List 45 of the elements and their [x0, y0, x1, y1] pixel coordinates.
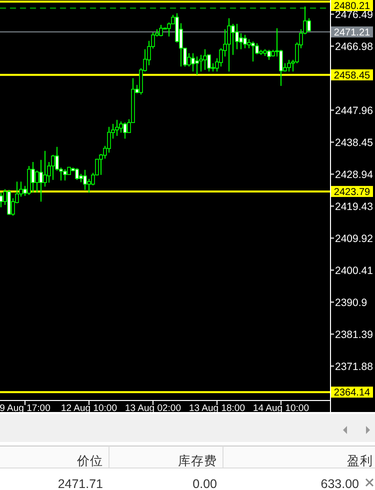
- text: 库存费: [178, 454, 217, 468]
- y-tick-label: 2390.9: [335, 297, 368, 310]
- candlestick: [195, 56, 199, 76]
- candlestick: [123, 122, 127, 140]
- candlestick: [287, 59, 291, 72]
- candlestick: [203, 48, 207, 70]
- candlestick: [243, 34, 247, 49]
- text: 2471.71: [58, 477, 104, 490]
- candlestick: [87, 178, 91, 194]
- ref-line-label: 2458.45: [334, 70, 371, 82]
- y-tick-label: 2400.41: [335, 265, 374, 278]
- y-tick-label: 2466.98: [335, 41, 374, 54]
- ref-line-label: 2480.21: [334, 1, 371, 12]
- candlestick: [0, 192, 3, 208]
- candlestick: [27, 165, 31, 196]
- y-tick-label: 2371.88: [335, 361, 374, 374]
- candlestick: [267, 49, 271, 60]
- candlestick: [75, 168, 79, 180]
- candlestick: [119, 121, 123, 134]
- candlestick: [63, 168, 67, 182]
- candlestick: [31, 161, 35, 194]
- text: 0.00: [192, 477, 218, 490]
- ref-line-label: 2471.21: [334, 27, 371, 38]
- candlestick: [7, 189, 11, 216]
- candlestick: [231, 23, 235, 56]
- candlestick: [83, 169, 87, 190]
- y-tick-label: 2447.96: [335, 105, 374, 118]
- y-tick-label: 2409.92: [335, 233, 374, 246]
- candlestick: [191, 52, 195, 72]
- text: 盈利: [347, 454, 373, 468]
- y-tick-label: 2428.94: [335, 169, 374, 182]
- candlestick: [43, 150, 47, 188]
- candlestick: [227, 18, 231, 72]
- candlestick: [251, 41, 255, 62]
- text: 633.00: [320, 477, 360, 490]
- candlestick: [51, 154, 55, 180]
- ref-line-label: 2364.14: [334, 388, 371, 399]
- y-tick-label: 2438.45: [335, 137, 374, 150]
- text: 价位: [76, 454, 103, 468]
- candlestick: [115, 119, 119, 136]
- ref-line-label: 2423.79: [334, 186, 371, 198]
- y-tick-label: 2476.49: [335, 9, 374, 22]
- y-tick-label: 2381.39: [335, 329, 374, 342]
- candlestick: [307, 18, 311, 32]
- y-tick-label: 2419.43: [335, 201, 374, 214]
